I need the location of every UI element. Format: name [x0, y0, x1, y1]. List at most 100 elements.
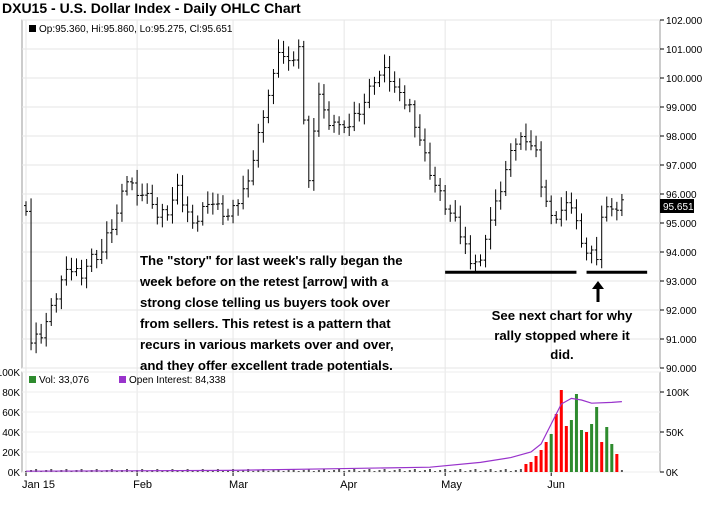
ohlc-bar [347, 113, 352, 136]
ohlc-bar [493, 189, 498, 226]
volume-bar-up [569, 420, 573, 472]
ohlc-bar [266, 89, 271, 124]
volume-bar [262, 469, 265, 472]
volume-bar [454, 470, 457, 472]
volume-bar [328, 471, 330, 472]
ohlc-bar [261, 110, 266, 143]
ohlc-bar [513, 138, 518, 161]
volume-legend-swatch [29, 376, 36, 383]
open-interest-legend: Open Interest: 84,338 [129, 375, 226, 386]
volume-bar [221, 471, 224, 472]
volume-bar-down [600, 442, 604, 472]
ohlc-bar [175, 173, 180, 205]
ohlc-bar [448, 204, 453, 222]
ohlc-bar [195, 215, 200, 232]
x-tick-label: Feb [133, 479, 152, 491]
ohlc-bar [594, 236, 599, 266]
ohlc-bar [291, 51, 296, 67]
ohlc-bar [236, 199, 241, 216]
ohlc-bar [534, 135, 539, 158]
ohlc-bar [205, 191, 210, 214]
annotation-line: rally stopped where it [494, 328, 630, 343]
volume-bar [403, 471, 406, 472]
ohlc-bar [306, 115, 311, 188]
ohlc-bar [69, 257, 74, 281]
volume-bar [434, 471, 437, 472]
volume-bar [504, 469, 507, 472]
ohlc-bar [34, 322, 39, 354]
volume-right-tick-label: 50K [666, 428, 684, 439]
last-close-box [660, 199, 694, 213]
volume-bar-down [615, 454, 619, 472]
volume-left-tick-label: 60K [2, 408, 20, 419]
volume-bar-down [534, 456, 538, 472]
volume-bar-up [549, 434, 553, 472]
ohlc-bar [342, 120, 347, 134]
volume-bar [333, 470, 336, 472]
volume-bar [343, 471, 346, 472]
ohlc-bar [422, 128, 427, 162]
ohlc-bar [428, 142, 432, 180]
volume-bar [353, 469, 356, 472]
volume-bar [363, 470, 366, 472]
ohlc-bar [256, 123, 261, 168]
x-tick-label: Jan 15 [22, 479, 55, 491]
volume-bar [312, 471, 315, 472]
ohlc-bar [352, 101, 357, 132]
ohlc-bar [387, 55, 392, 92]
volume-bar [302, 470, 305, 472]
ohlc-bar [281, 40, 286, 64]
ohlc-bar [564, 191, 569, 221]
ohlc-bar [584, 237, 589, 261]
ohlc-bar [135, 169, 140, 206]
x-tick-label: Apr [340, 479, 357, 491]
ohlc-bar [74, 258, 79, 277]
volume-bar [489, 469, 492, 472]
ohlc-bar [483, 234, 488, 268]
annotation-line: from sellers. This retest is a pattern t… [140, 316, 391, 331]
volume-bar-down [524, 464, 528, 472]
ohlc-bar [529, 130, 533, 151]
volume-bar [35, 469, 38, 472]
volume-bar-up [574, 394, 578, 472]
ohlc-bar [125, 176, 129, 196]
volume-bar [358, 471, 361, 472]
ohlc-bar [392, 71, 397, 93]
ohlc-bar [337, 116, 342, 135]
ohlc-bar [468, 235, 473, 270]
volume-bar [297, 471, 300, 472]
ohlc-bar [99, 238, 104, 264]
ohlc-bar [569, 192, 574, 214]
volume-bar [418, 471, 421, 472]
volume-bar [146, 471, 149, 472]
ohlc-bar [402, 85, 407, 110]
ohlc-bar [478, 254, 483, 267]
ohlc-bar [619, 194, 624, 217]
ohlc-bar [377, 70, 382, 87]
volume-bar-up [580, 430, 583, 472]
ohlc-bar [382, 54, 387, 83]
ohlc-bar [215, 193, 220, 210]
volume-left-tick-label: 0K [8, 468, 21, 479]
ohlc-bar [453, 200, 458, 222]
x-tick-label: May [441, 479, 462, 491]
ohlc-bar [407, 98, 412, 113]
ohlc-bar [79, 259, 84, 286]
ohlc-bar [84, 258, 89, 289]
volume-left-tick-label: 20K [2, 448, 20, 459]
ohlc-bar [286, 46, 291, 71]
volume-bar [338, 469, 341, 472]
volume-bar [348, 470, 351, 472]
ohlc-bar [574, 199, 579, 230]
ohlc-bar [241, 175, 246, 210]
volume-bar [237, 471, 240, 472]
ohlc-bar [220, 195, 225, 226]
ohlc-bar [357, 103, 362, 122]
story-annotation: The "story" for last week's rally began … [139, 253, 403, 373]
ohlc-bar [231, 199, 236, 224]
ohlc-bar [518, 132, 523, 150]
y-tick-label: 100.000 [666, 74, 703, 85]
ohlc-bar [614, 201, 619, 221]
ohlc-legend-swatch [29, 25, 36, 32]
volume-bar [373, 471, 376, 472]
